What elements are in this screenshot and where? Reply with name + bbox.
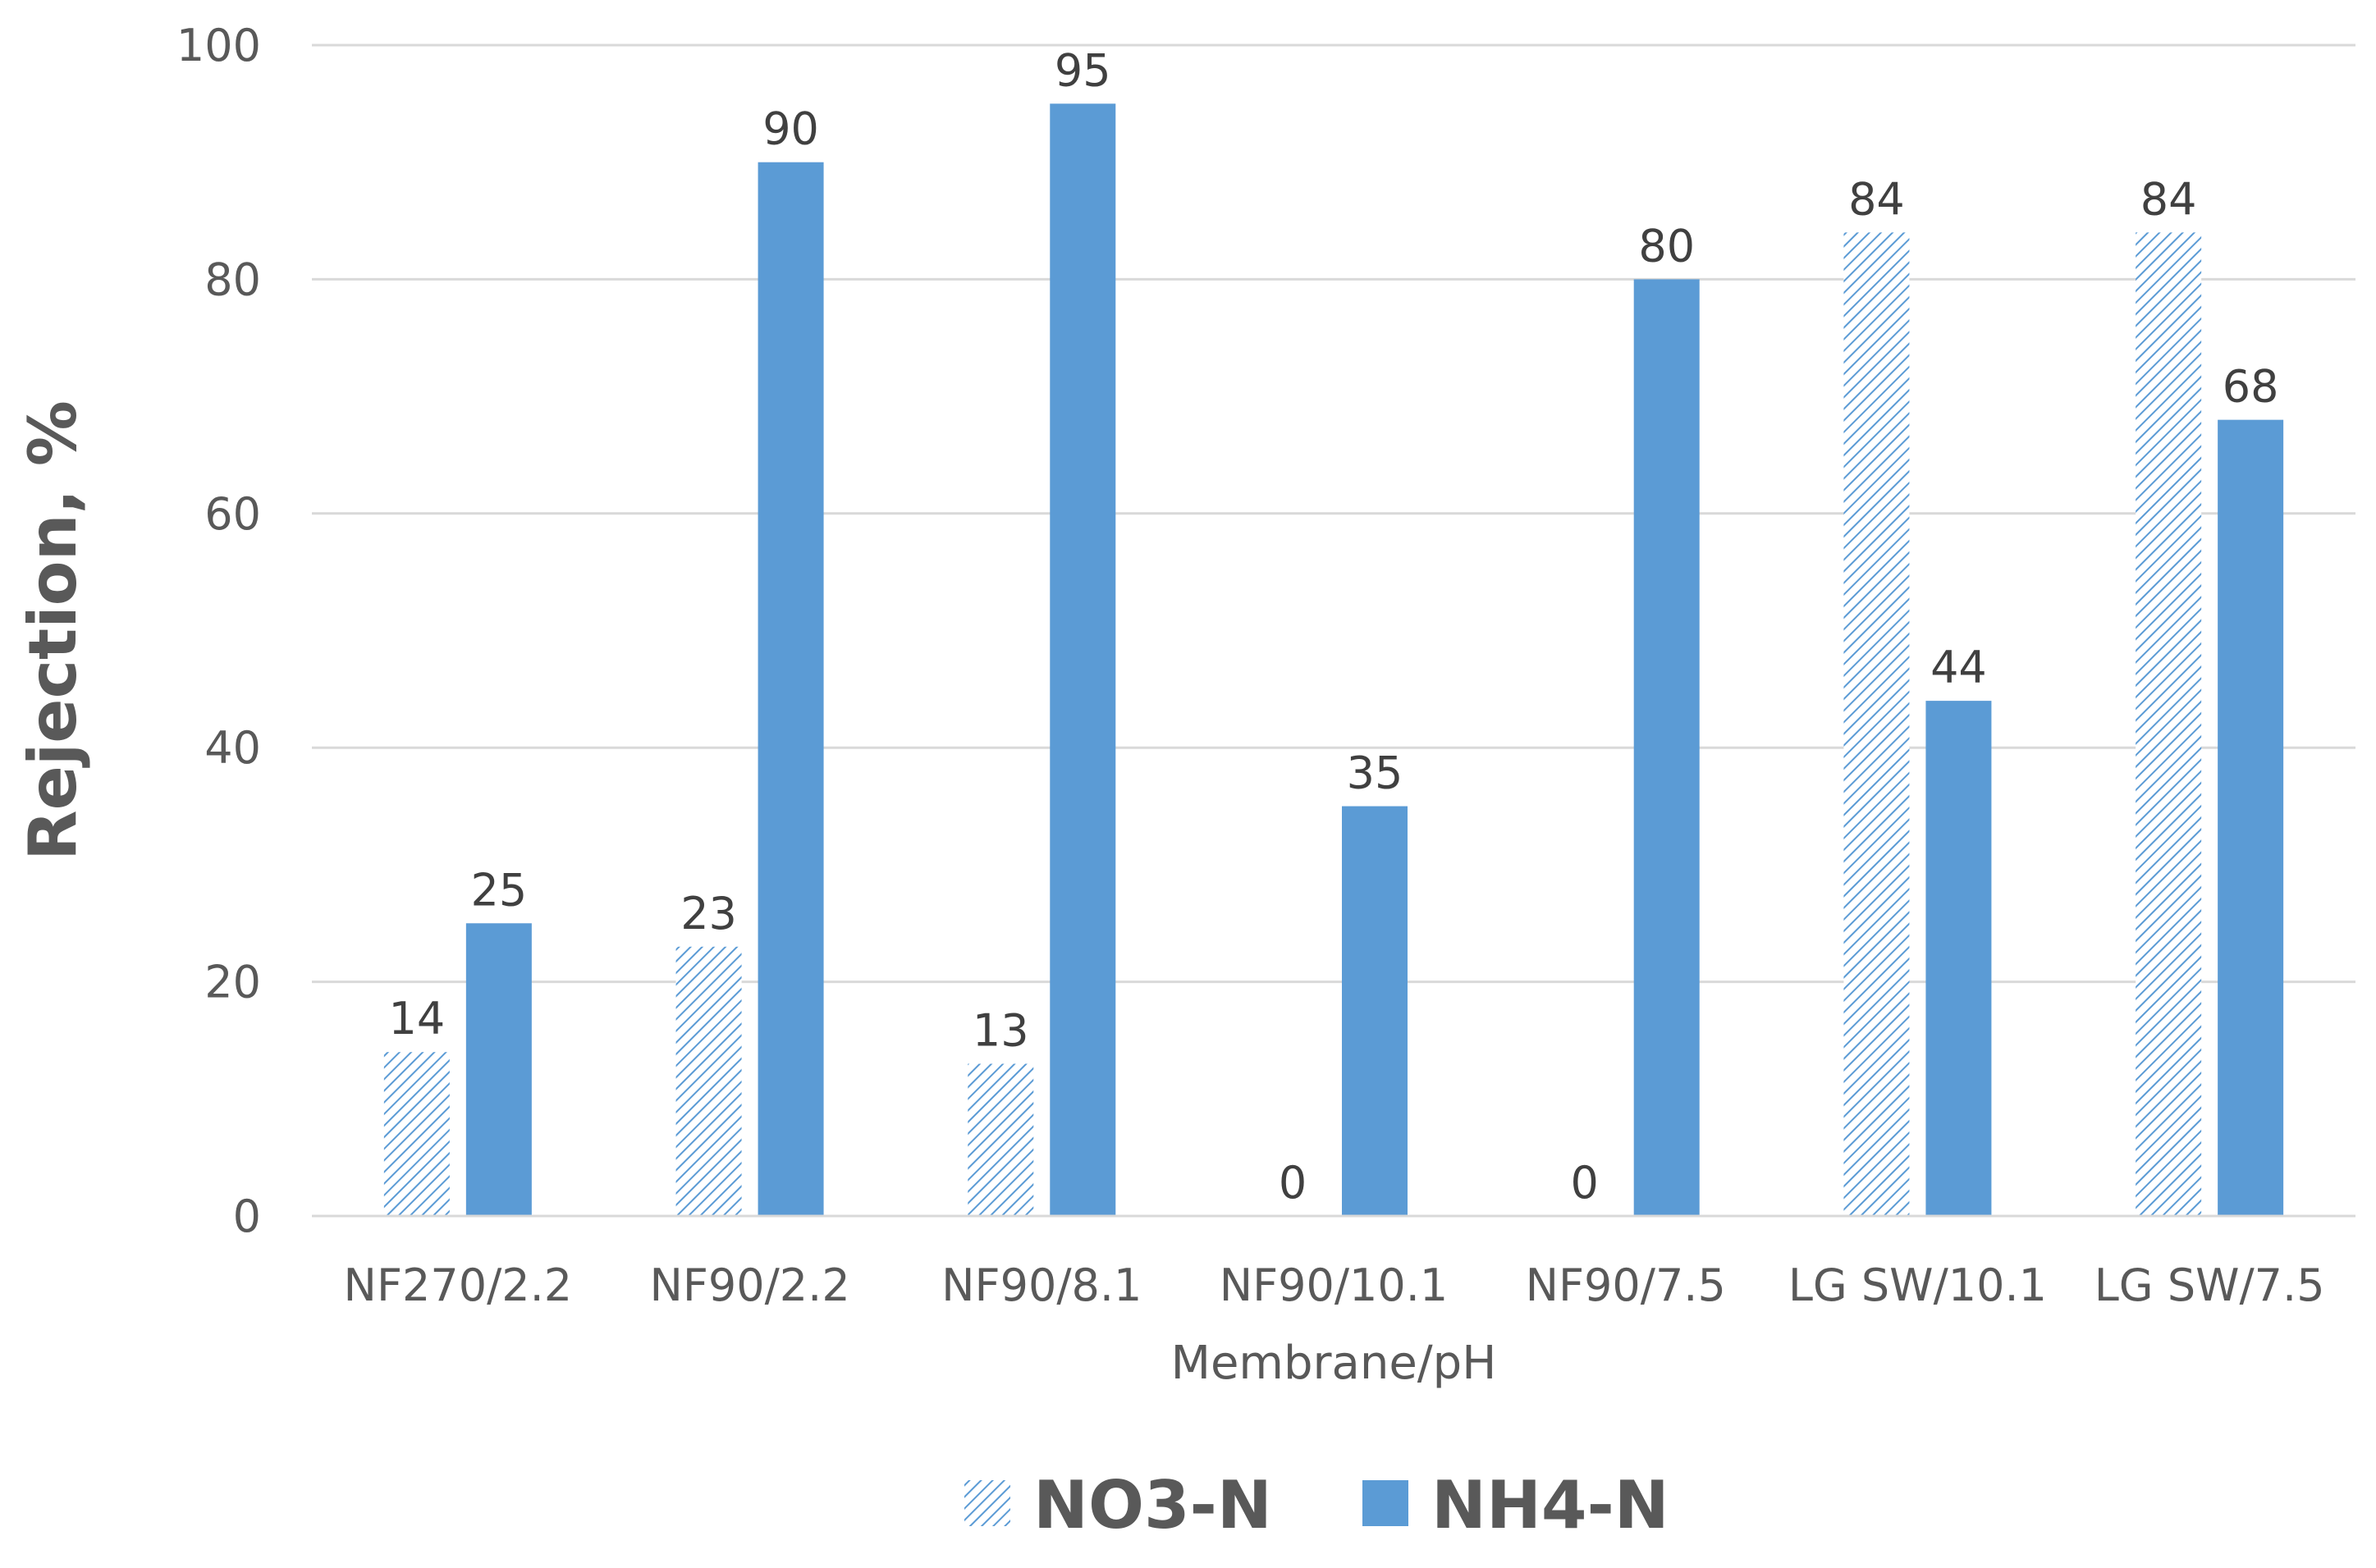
bar-no3-n	[675, 946, 742, 1216]
bar-nh4-n	[1342, 806, 1408, 1216]
bar-no3-n	[1843, 232, 1910, 1216]
data-label-no3-n: 23	[680, 888, 737, 939]
data-labels: 14 25 23 90 13 95 0 35 0 80 84 44 84 68	[388, 44, 2278, 1209]
legend-swatch-no3-n	[964, 1480, 1010, 1526]
y-axis-ticks: 0 20 40 60 80 100	[176, 20, 261, 1242]
y-tick-label: 60	[204, 488, 261, 540]
x-tick-label: LG SW/10.1	[1788, 1259, 2047, 1311]
data-label-nh4-n: 90	[762, 103, 819, 155]
data-label-nh4-n: 35	[1347, 747, 1403, 799]
y-tick-label: 20	[204, 957, 261, 1008]
x-axis-categories: NF270/2.2 NF90/2.2 NF90/8.1 NF90/10.1 NF90/7…	[344, 1259, 2325, 1311]
data-label-no3-n: 84	[1848, 173, 1905, 225]
bar-nh4-n	[465, 923, 532, 1216]
y-tick-label: 80	[204, 254, 261, 305]
x-tick-label: NF90/2.2	[649, 1259, 849, 1311]
x-tick-label: NF270/2.2	[344, 1259, 573, 1311]
data-label-nh4-n: 44	[1930, 642, 1987, 693]
data-label-nh4-n: 80	[1638, 220, 1695, 272]
bar-no3-n	[968, 1063, 1034, 1216]
data-label-no3-n: 0	[1571, 1157, 1599, 1209]
x-axis-label: Membrane/pH	[1171, 1337, 1497, 1390]
y-tick-label: 0	[233, 1191, 261, 1242]
data-label-nh4-n: 68	[2223, 361, 2279, 413]
data-label-no3-n: 13	[973, 1004, 1029, 1056]
legend-label-no3-n: NO3-N	[1033, 1467, 1272, 1543]
data-label-nh4-n: 95	[1055, 44, 1111, 96]
bar-no3-n	[2136, 232, 2202, 1216]
data-label-nh4-n: 25	[470, 864, 527, 916]
bar-nh4-n	[1050, 103, 1116, 1217]
legend-label-nh4-n: NH4-N	[1431, 1467, 1669, 1543]
data-label-no3-n: 0	[1279, 1157, 1307, 1209]
bar-nh4-n	[1633, 279, 1700, 1216]
x-tick-label: NF90/7.5	[1526, 1259, 1726, 1311]
bar-nh4-n	[1925, 701, 1992, 1216]
data-label-no3-n: 14	[388, 993, 445, 1045]
bar-nh4-n	[2218, 419, 2284, 1216]
gridlines	[312, 43, 2355, 984]
x-tick-label: NF90/10.1	[1220, 1259, 1449, 1311]
x-tick-label: NF90/8.1	[941, 1259, 1142, 1311]
x-tick-label: LG SW/7.5	[2094, 1259, 2325, 1311]
bar-nh4-n	[758, 162, 824, 1217]
y-tick-label: 40	[204, 722, 261, 774]
y-axis-label: Rejection, %	[15, 400, 91, 861]
legend: NO3-N NH4-N	[964, 1467, 1669, 1543]
data-label-no3-n: 84	[2140, 173, 2197, 225]
bars	[383, 103, 2284, 1217]
y-tick-label: 100	[176, 20, 261, 71]
legend-swatch-nh4-n	[1362, 1480, 1408, 1526]
bar-no3-n	[383, 1052, 450, 1216]
